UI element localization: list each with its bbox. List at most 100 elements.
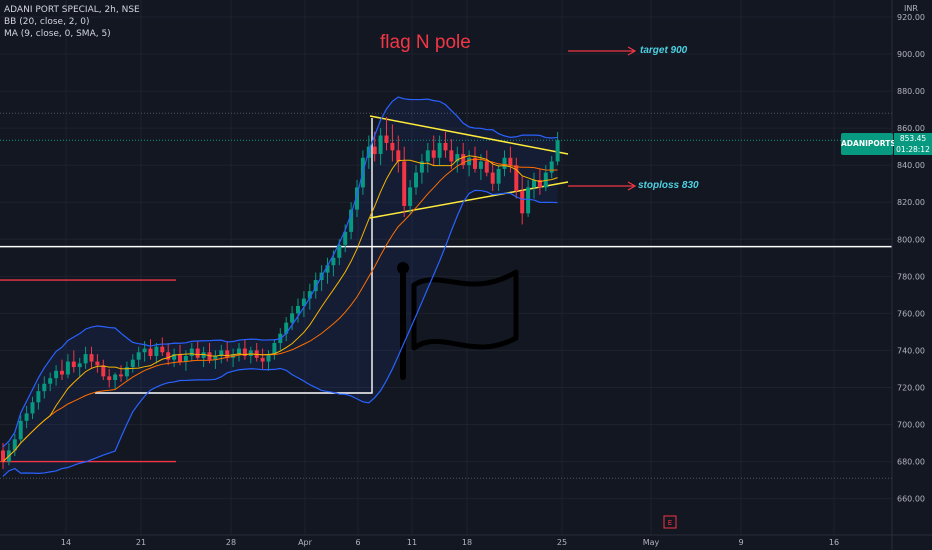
candle-body <box>490 172 495 184</box>
annotation-title[interactable]: flag N pole <box>380 32 471 53</box>
candle-body <box>130 359 135 368</box>
candle-body <box>36 391 41 403</box>
price-axis-panel <box>892 0 932 550</box>
x-tick-label: 14 <box>61 538 71 547</box>
candle-body <box>54 370 59 379</box>
legend-bb[interactable]: BB (20, close, 2, 0) <box>4 17 90 27</box>
currency-label: INR <box>904 4 918 13</box>
candle-body <box>172 354 177 360</box>
bb-fill <box>3 97 558 477</box>
price-badge-countdown: 01:28:12 <box>896 145 930 154</box>
candle-body <box>473 157 477 169</box>
bb-lower-line <box>2 189 558 477</box>
x-tick-label: Apr <box>298 538 313 547</box>
y-tick-label: 680.00 <box>897 458 925 467</box>
candle-body <box>296 305 300 314</box>
y-tick-label: 800.00 <box>897 235 925 244</box>
annotation-stoploss[interactable]: stoploss 830 <box>638 180 699 191</box>
candle-body <box>408 187 413 206</box>
candle-body <box>148 348 153 356</box>
annotation-target[interactable]: target 900 <box>640 45 688 56</box>
x-tick-label: 28 <box>226 538 236 547</box>
y-tick-label: 900.00 <box>897 50 925 59</box>
legend-symbol[interactable]: ADANI PORT SPECIAL, 2h, NSE <box>4 5 140 15</box>
bb-upper-line <box>2 96 558 448</box>
candle-body <box>272 343 277 355</box>
candle-body <box>549 161 554 173</box>
pennant-upper-trendline <box>369 115 569 155</box>
candle-body <box>301 298 306 306</box>
candle-body <box>378 135 383 155</box>
candle-body <box>455 154 460 162</box>
y-tick-label: 860.00 <box>897 124 925 133</box>
candle-body <box>189 348 194 356</box>
candle-body <box>30 402 35 414</box>
candle-body <box>313 280 318 292</box>
price-badge-value: 853.45 <box>899 134 927 143</box>
bb-basis-line <box>2 158 558 462</box>
y-tick-label: 840.00 <box>897 161 925 170</box>
indicator-lines <box>2 96 558 477</box>
ma-line <box>2 155 558 462</box>
candle-body <box>414 172 418 188</box>
y-tick-label: 720.00 <box>897 383 925 392</box>
flag-pole-outline <box>95 118 373 394</box>
candle-body <box>384 135 389 143</box>
x-tick-label: 25 <box>557 538 567 547</box>
stoploss-arrow-head <box>627 181 637 191</box>
candle-body <box>107 376 112 381</box>
events-marker-label: E <box>668 519 672 527</box>
candle-body <box>77 363 82 368</box>
y-tick-label: 880.00 <box>897 87 925 96</box>
y-tick-label: 760.00 <box>897 309 925 318</box>
candle-body <box>95 361 100 366</box>
candle-body <box>337 244 342 258</box>
candle-body <box>343 231 348 245</box>
x-tick-label: 21 <box>136 538 146 547</box>
candle-body <box>178 354 182 362</box>
candle-body <box>419 161 424 173</box>
candle-body <box>449 150 454 162</box>
candle-body <box>307 291 312 299</box>
candle-body <box>555 140 560 162</box>
candle-body <box>219 350 224 356</box>
candle-body <box>136 352 141 360</box>
candle-body <box>526 187 531 214</box>
candle-body <box>260 357 265 362</box>
candle-body <box>461 154 466 166</box>
candle-body <box>325 265 330 273</box>
candle-body <box>60 370 64 375</box>
candle-body <box>520 191 525 214</box>
pennant-lower-trendline <box>369 181 569 219</box>
candle-body <box>225 350 230 358</box>
candle-body <box>213 355 218 360</box>
candle-body <box>443 142 448 151</box>
x-tick-label: 16 <box>829 538 839 547</box>
candle-body <box>284 322 289 334</box>
legend: ADANI PORT SPECIAL, 2h, NSE BB (20, clos… <box>4 4 140 40</box>
target-arrow-head <box>627 46 637 56</box>
symbol-badge: ADANIPORTS <box>841 133 896 155</box>
candle-body <box>537 179 542 188</box>
candle-body <box>390 142 395 151</box>
candle-body <box>65 361 70 375</box>
bollinger-bands <box>3 97 558 477</box>
candle-body <box>402 161 407 206</box>
x-tick-label: 11 <box>407 538 417 547</box>
candle-body <box>467 157 472 166</box>
candle-body <box>437 142 442 158</box>
candle-body <box>508 157 513 166</box>
candle-body <box>266 354 271 362</box>
x-tick-label: 18 <box>462 538 472 547</box>
y-tick-label: 740.00 <box>897 346 925 355</box>
legend-ma[interactable]: MA (9, close, 0, SMA, 5) <box>4 29 111 39</box>
candle-body <box>154 346 159 356</box>
candle-body <box>478 161 483 169</box>
candle-body <box>101 365 106 377</box>
y-tick-label: 820.00 <box>897 198 925 207</box>
events-marker-box[interactable] <box>663 515 677 529</box>
candle-body <box>248 350 253 356</box>
